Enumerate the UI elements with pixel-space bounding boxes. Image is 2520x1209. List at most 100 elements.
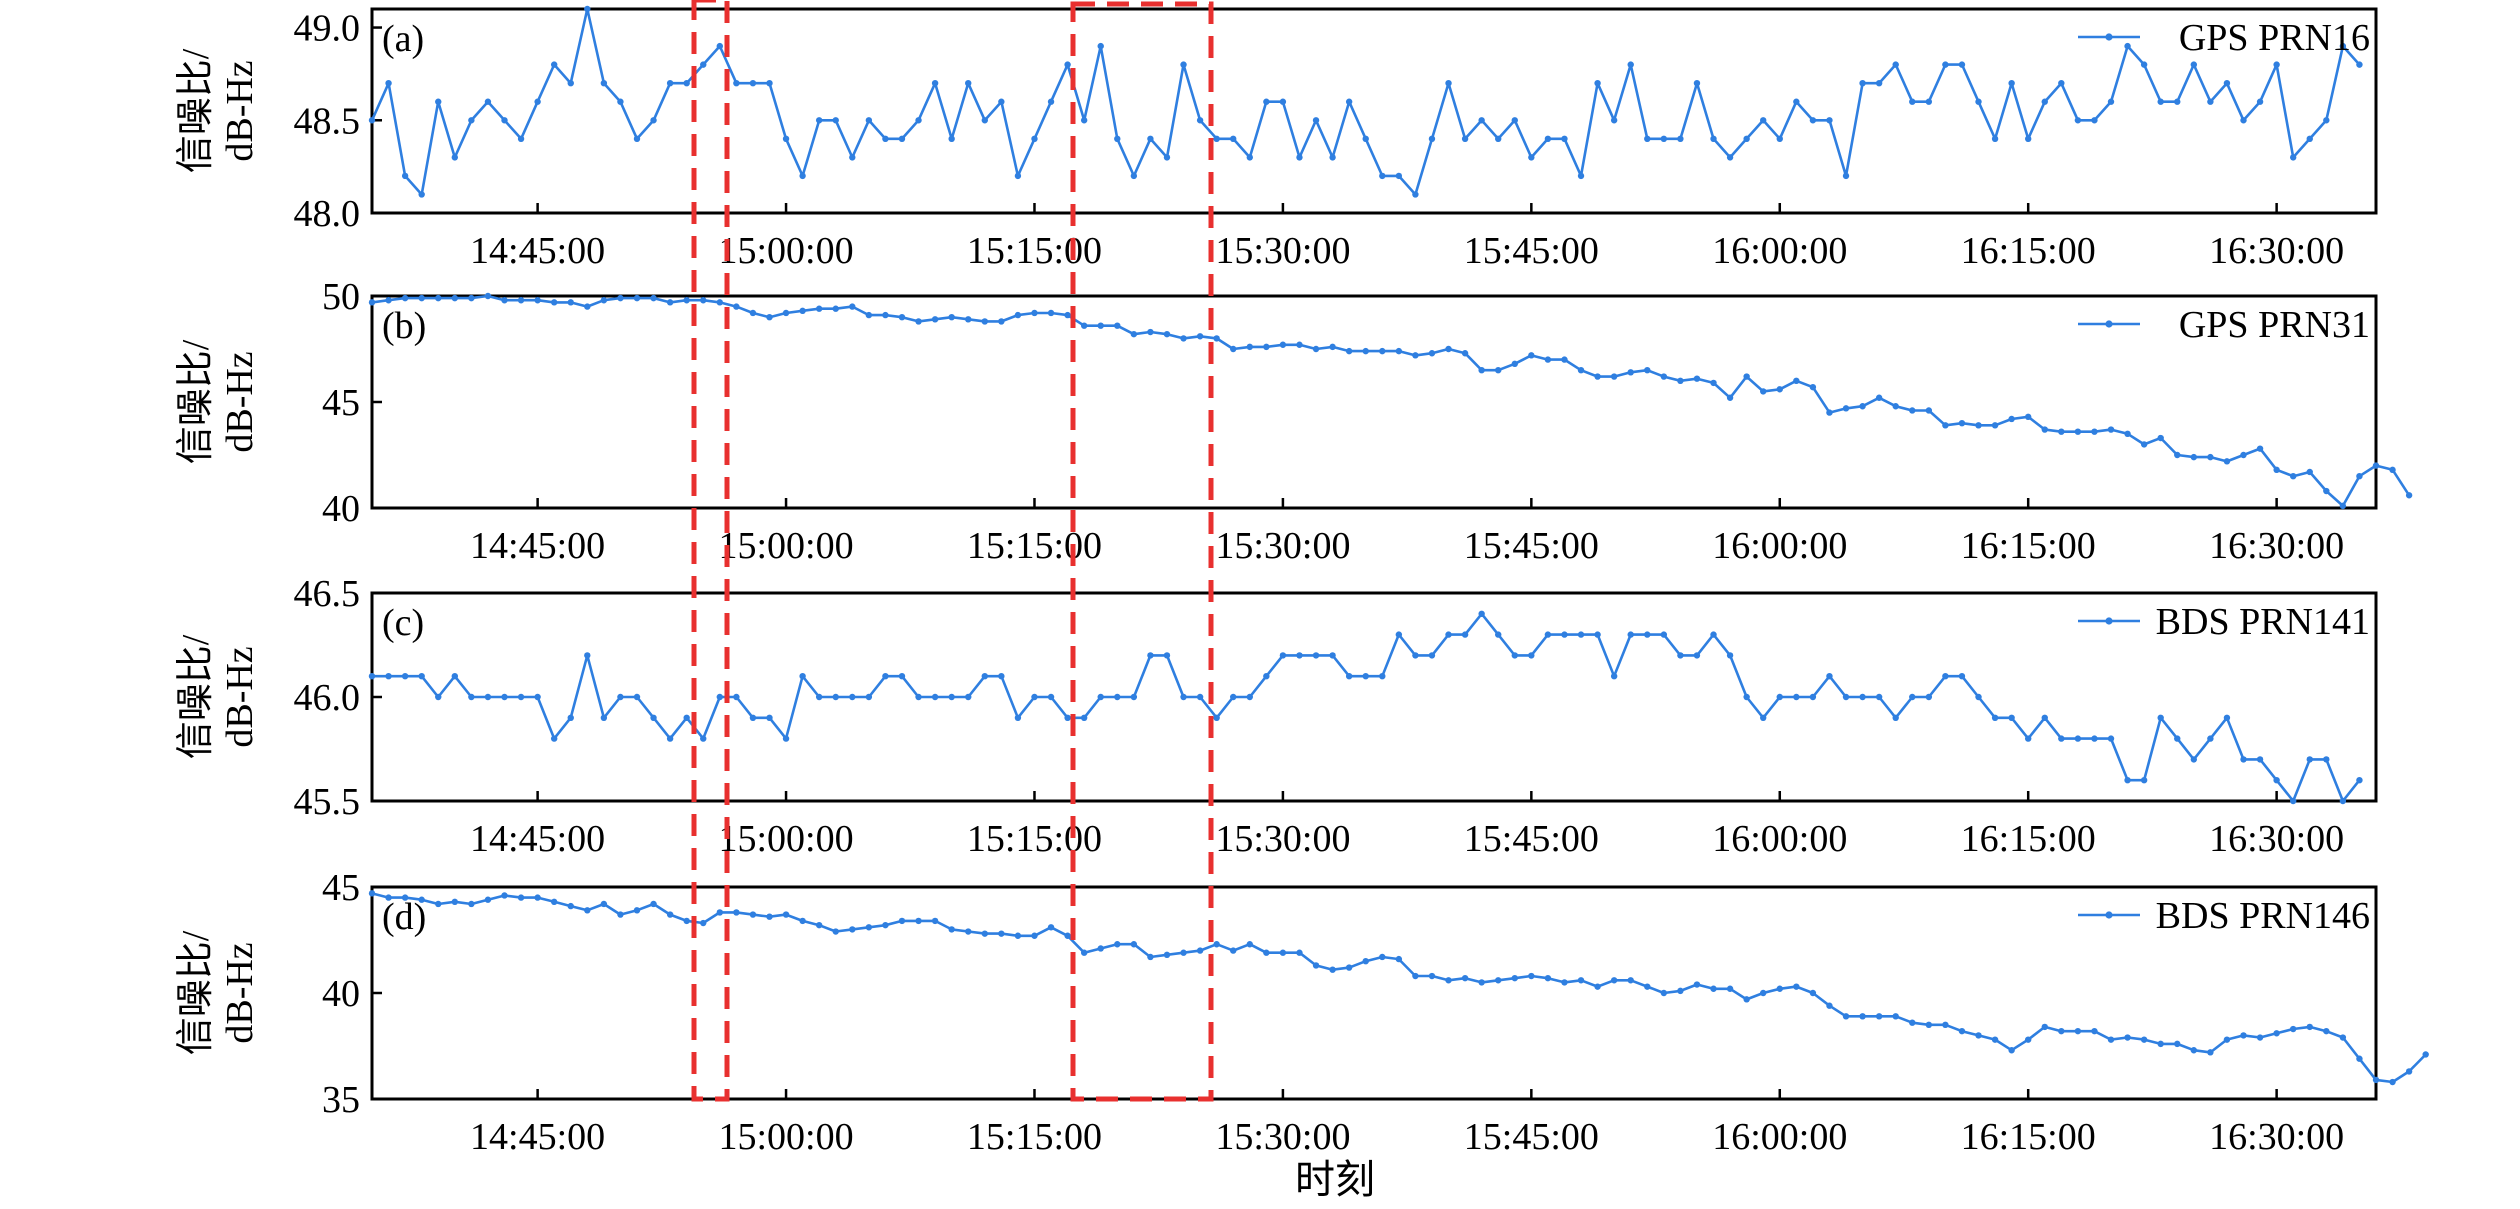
data-point — [617, 98, 624, 105]
data-point — [1693, 375, 1701, 382]
data-point — [2356, 473, 2363, 480]
plot-frame — [370, 294, 2378, 510]
data-point — [700, 735, 707, 742]
data-point — [385, 673, 392, 680]
x-tick-label: 16:00:00 — [1712, 818, 1847, 860]
data-point — [2024, 735, 2032, 742]
data-point — [1279, 341, 1287, 348]
data-point — [1809, 693, 1817, 701]
data-point — [501, 693, 508, 701]
x-tick-label: 16:15:00 — [1961, 1116, 2096, 1158]
data-point — [882, 921, 889, 929]
data-point — [998, 673, 1005, 680]
data-point — [1677, 652, 1684, 659]
data-point — [451, 673, 459, 680]
data-point — [368, 890, 376, 897]
y-tick-label: 46.5 — [294, 573, 361, 615]
data-point — [1610, 117, 1618, 124]
data-point — [1495, 631, 1502, 638]
data-point — [1213, 941, 1220, 948]
x-tick-label: 15:45:00 — [1464, 525, 1599, 567]
data-point — [1958, 673, 1966, 680]
data-point — [2240, 1032, 2247, 1039]
data-point — [1329, 343, 1336, 351]
series-line — [372, 612, 2361, 803]
panel-label: (c) — [382, 602, 424, 644]
data-point — [2041, 426, 2048, 433]
data-point — [451, 294, 459, 302]
panel-label: (d) — [382, 896, 426, 938]
data-point — [401, 172, 409, 180]
data-point — [1644, 135, 1651, 143]
data-point — [1362, 347, 1369, 355]
data-point — [1677, 377, 1684, 384]
data-point — [1147, 953, 1154, 961]
data-point — [1064, 932, 1071, 939]
data-point — [1114, 941, 1121, 948]
data-point — [716, 299, 724, 306]
x-tick-label: 15:30:00 — [1215, 230, 1350, 272]
data-point — [1445, 345, 1452, 353]
data-point — [865, 117, 873, 124]
data-point — [700, 61, 707, 68]
data-point — [1428, 652, 1436, 659]
data-point — [1991, 135, 1999, 143]
data-point — [2356, 777, 2363, 784]
data-point — [1793, 98, 1800, 105]
data-point — [1345, 673, 1353, 680]
data-point — [1710, 631, 1717, 638]
data-point — [1561, 631, 1568, 638]
data-point — [981, 930, 988, 937]
data-point — [2339, 797, 2347, 805]
data-point — [617, 911, 624, 918]
data-point — [1147, 135, 1154, 143]
x-tick-label: 15:00:00 — [718, 525, 853, 567]
data-point — [2389, 466, 2396, 474]
data-point — [1809, 383, 1817, 391]
data-point — [1925, 407, 1933, 414]
data-point — [1097, 693, 1104, 701]
data-point — [998, 98, 1005, 105]
data-point — [2273, 61, 2280, 68]
data-point — [1760, 989, 1767, 997]
data-point — [2223, 458, 2231, 465]
data-point — [733, 79, 740, 87]
data-point — [2240, 451, 2247, 459]
x-tick-label: 16:00:00 — [1712, 1116, 1847, 1158]
data-point — [2306, 135, 2313, 143]
y-tick-label: 45 — [322, 382, 360, 424]
data-point — [1561, 356, 1568, 363]
data-point — [1196, 693, 1204, 701]
data-point — [1263, 673, 1270, 680]
data-point — [1909, 1019, 1916, 1026]
x-tick-label: 15:15:00 — [967, 230, 1102, 272]
data-point — [948, 693, 955, 701]
data-point — [666, 911, 674, 918]
data-point — [766, 714, 773, 721]
data-point — [650, 714, 657, 721]
data-point — [1809, 117, 1817, 124]
data-point — [435, 900, 442, 908]
data-point — [1495, 135, 1502, 143]
data-point — [2190, 756, 2198, 763]
data-point — [1163, 154, 1171, 161]
y-tick-label: 48.5 — [294, 100, 361, 142]
data-point — [2058, 428, 2065, 435]
data-point — [1677, 987, 1684, 995]
data-point — [832, 693, 839, 701]
data-point — [2024, 135, 2032, 143]
data-point — [915, 693, 922, 701]
data-point — [1279, 98, 1287, 105]
data-point — [650, 900, 657, 908]
data-point — [1395, 172, 1403, 180]
data-point — [1329, 154, 1336, 161]
data-point — [1478, 610, 1485, 617]
data-point — [832, 928, 839, 935]
data-point — [1644, 367, 1651, 374]
data-point — [1379, 172, 1386, 180]
data-point — [2289, 473, 2297, 480]
data-point — [815, 693, 823, 701]
data-point — [1809, 989, 1817, 997]
data-point — [2339, 42, 2347, 50]
data-point — [2256, 1034, 2264, 1041]
